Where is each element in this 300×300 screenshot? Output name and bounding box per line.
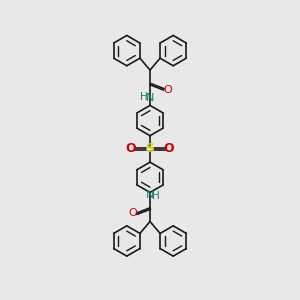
Text: N: N [146,93,154,103]
Text: O: O [163,85,172,95]
Text: O: O [126,142,136,155]
Text: O: O [128,208,137,218]
Text: H: H [140,92,148,102]
Text: N: N [146,190,154,200]
Text: O: O [164,142,174,155]
Text: S: S [146,142,154,155]
Text: H: H [152,190,160,201]
